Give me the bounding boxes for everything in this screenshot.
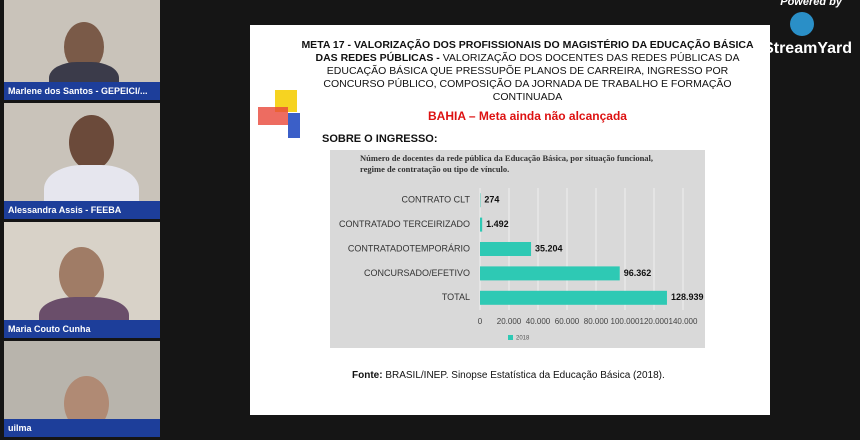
bar (480, 266, 620, 281)
y-tick-label: TOTAL (442, 292, 470, 302)
video-tile: Marlene dos Santos - GEPEICI/... (4, 0, 160, 100)
y-tick-label: CONCURSADO/EFETIVO (364, 268, 470, 278)
x-tick-label: 60.000 (555, 317, 580, 326)
source-label: Fonte: (352, 370, 383, 381)
video-tile: Maria Couto Cunha (4, 222, 160, 338)
participant-name: uilma (4, 419, 160, 437)
video-tile: uilma (4, 341, 160, 437)
value-label: 274 (484, 195, 499, 205)
legend-label: 2018 (516, 336, 530, 342)
source: Fonte: BRASIL/INEP. Sinopse Estatística … (352, 370, 665, 381)
section: SOBRE O INGRESSO: (322, 133, 438, 145)
value-label: 35.204 (535, 243, 563, 253)
chart-title-box: Número de docentes da rede pública da Ed… (360, 153, 654, 174)
x-tick-label: 40.000 (526, 317, 551, 326)
logo-icon (790, 12, 814, 36)
x-tick-label: 140.000 (669, 317, 698, 326)
slide-title: META 17 - VALORIZAÇÃO DOS PROFISSIONAIS … (300, 39, 755, 104)
powered-by: Powered by (780, 0, 842, 8)
bar (480, 242, 532, 256)
y-tick-label: CONTRATADOTEMPORÁRIO (348, 243, 470, 253)
value-label: 128.939 (671, 292, 704, 302)
status: BAHIA – Meta ainda não alcançada (428, 109, 627, 123)
participant-name: Maria Couto Cunha (4, 320, 160, 338)
title-rest: VALORIZAÇÃO DOS DOCENTES DAS REDES PÚBLI… (323, 52, 740, 103)
x-tick-label: 120.000 (640, 317, 669, 326)
x-tick-label: 20.000 (497, 317, 522, 326)
value-label: 1.492 (486, 219, 509, 229)
bar (480, 217, 483, 232)
logo-text: StreamYard (763, 40, 852, 57)
video-tile: Alessandra Assis - FEEBA (4, 103, 160, 219)
source-text: BRASIL/INEP. Sinopse Estatística da Educ… (385, 370, 665, 381)
participant-name: Alessandra Assis - FEEBA (4, 201, 160, 219)
chart-title: Número de docentes da rede pública da Ed… (360, 153, 654, 174)
value-label: 96.362 (624, 268, 652, 278)
y-tick-label: CONTRATADO TERCEIRIZADO (339, 219, 470, 229)
chart: Número de docentes da rede pública da Ed… (330, 150, 705, 348)
slide: META 17 - VALORIZAÇÃO DOS PROFISSIONAIS … (250, 25, 770, 415)
x-tick-label: 0 (478, 317, 483, 326)
legend-swatch (508, 335, 513, 340)
bar (480, 290, 667, 305)
participant-name: Marlene dos Santos - GEPEICI/... (4, 82, 160, 100)
y-tick-label: CONTRATO CLT (401, 195, 470, 205)
x-tick-label: 80.000 (584, 317, 609, 326)
title-bold: META 17 - VALORIZAÇÃO DOS PROFISSIONAIS … (301, 39, 754, 64)
x-tick-label: 100.000 (611, 317, 640, 326)
